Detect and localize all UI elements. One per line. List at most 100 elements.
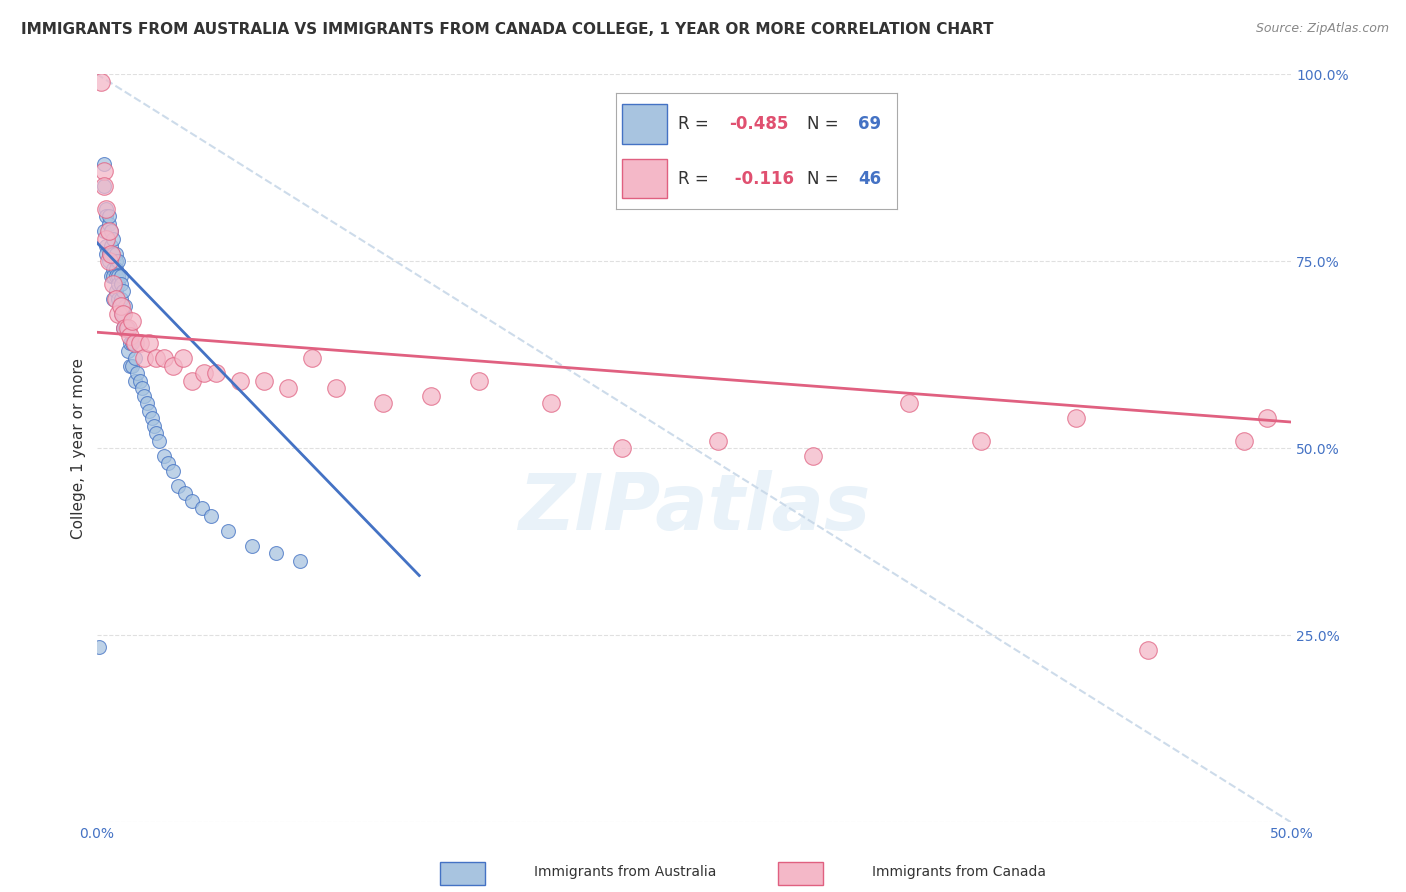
Point [93,179,115,194]
Point [1064,411,1087,425]
Point [93,179,115,194]
Point [131,381,153,395]
Point [114,299,136,313]
Text: Immigrants from Australia: Immigrants from Australia [534,865,717,880]
Point [181,493,204,508]
Point [152,351,174,366]
Point [134,389,156,403]
Text: Immigrants from Canada: Immigrants from Canada [872,865,1046,880]
Point [117,321,139,335]
Point [90,74,112,88]
Point [117,321,139,335]
Point [162,359,184,373]
Point [104,254,127,268]
Point [107,306,129,320]
Point [127,367,149,381]
Point [128,374,150,388]
Point [103,269,125,284]
Point [898,396,921,410]
Point [120,329,142,343]
Point [104,246,127,260]
Point [970,434,993,448]
Point [96,232,118,246]
Point [120,336,142,351]
Point [104,261,127,276]
Point [1136,643,1159,657]
Point [288,553,311,567]
Point [120,359,142,373]
Point [143,418,166,433]
Point [172,351,194,366]
Point [468,374,491,388]
Point [167,478,190,492]
Point [97,254,120,268]
Point [103,261,125,276]
Point [301,351,323,366]
Point [145,426,167,441]
Point [420,389,443,403]
Point [121,359,143,373]
Point [124,351,146,366]
Point [128,336,150,351]
Point [217,524,239,538]
Point [107,292,129,306]
Point [134,351,156,366]
Point [277,381,299,395]
Point [114,321,136,335]
Point [100,269,122,284]
Point [540,396,562,410]
Point [107,269,129,284]
Point [104,269,127,284]
Point [97,217,120,231]
Point [103,277,125,291]
Point [103,246,125,260]
Point [110,269,132,284]
Point [325,381,347,395]
Point [96,202,118,216]
Point [96,239,118,253]
Point [138,336,160,351]
Point [240,539,263,553]
Point [253,374,276,388]
Point [97,209,120,223]
Point [1256,411,1278,425]
Point [110,277,132,291]
Point [107,254,129,268]
Point [110,306,132,320]
Point [111,306,134,320]
Point [200,508,222,523]
Point [148,434,170,448]
Point [181,374,204,388]
Point [264,546,287,560]
Point [93,157,115,171]
Point [96,209,118,223]
Point [117,343,139,358]
Point [111,321,134,335]
Point [138,404,160,418]
Point [124,374,146,388]
Point [803,449,825,463]
Point [97,254,120,268]
Point [103,232,125,246]
Point [205,367,228,381]
Point [93,224,115,238]
Point [124,336,146,351]
Point [1232,434,1254,448]
Point [110,299,132,313]
Point [191,501,214,516]
Point [110,292,132,306]
Point [100,224,122,238]
Point [111,284,134,298]
Y-axis label: College, 1 year or more: College, 1 year or more [72,358,86,539]
Point [103,292,125,306]
Point [121,314,143,328]
Point [97,224,120,238]
Point [229,374,252,388]
Point [612,442,634,456]
Point [104,292,127,306]
Point [96,202,118,216]
Point [162,464,184,478]
Point [100,246,122,260]
Point [96,246,118,260]
Point [100,239,122,253]
